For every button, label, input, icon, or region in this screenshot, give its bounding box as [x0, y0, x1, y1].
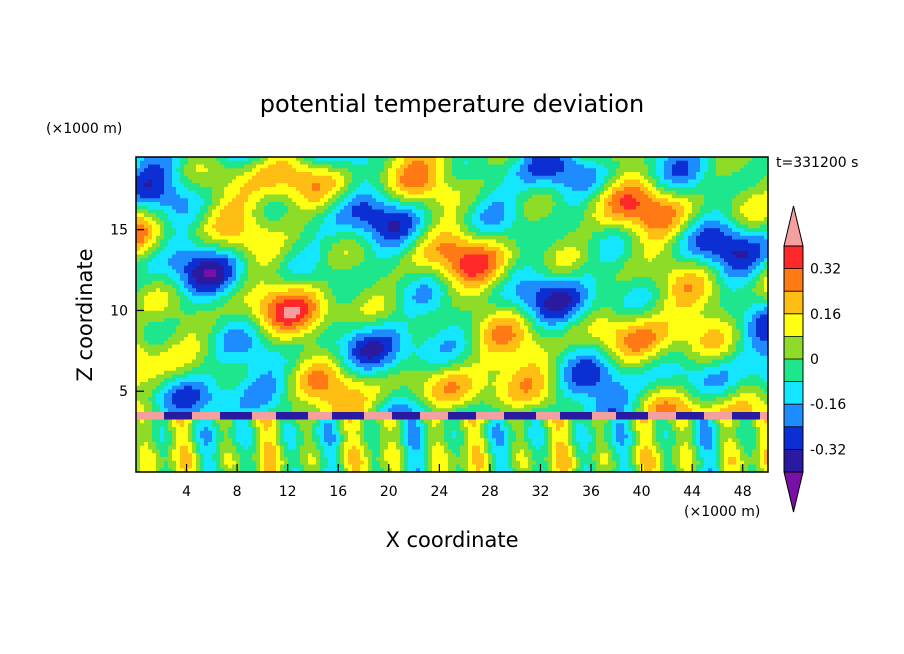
y-axis: 5 10 15	[110, 223, 144, 400]
y-tick-label: 10	[110, 303, 128, 319]
colorbar-extend-high	[783, 205, 804, 247]
x-tick-label: 32	[532, 484, 550, 500]
plot-frame	[135, 156, 769, 473]
x-axis: 4 8 12 16 20 24 28 32 36 40 44 48	[182, 464, 752, 500]
contour-field	[136, 157, 768, 472]
colorbar: 0.32 0.16 0 -0.16 -0.32	[783, 205, 846, 513]
colorbar-band	[784, 381, 803, 405]
x-tick-label: 28	[481, 484, 499, 500]
x-tick-label: 36	[582, 484, 600, 500]
colorbar-band	[784, 246, 803, 269]
y-unit-label: (×1000 m)	[46, 121, 122, 137]
colorbar-band	[784, 336, 803, 359]
x-tick-label: 44	[683, 484, 701, 500]
y-tick-label: 15	[110, 223, 128, 239]
x-tick-label: 16	[329, 484, 347, 500]
y-tick-label: 5	[119, 384, 128, 400]
colorbar-band	[784, 291, 803, 314]
x-tick-label: 12	[279, 484, 297, 500]
colorbar-band	[784, 426, 803, 450]
colorbar-label: 0.16	[810, 307, 841, 323]
colorbar-extend-low	[783, 471, 804, 513]
x-axis-label: X coordinate	[385, 528, 518, 552]
x-tick-label: 8	[233, 484, 242, 500]
colorbar-label: 0.32	[810, 262, 841, 278]
colorbar-band	[784, 268, 803, 292]
colorbar-label: -0.16	[810, 397, 846, 413]
colorbar-band	[784, 313, 803, 337]
y-axis-label: Z coordinate	[73, 248, 97, 381]
x-tick-label: 40	[633, 484, 651, 500]
chart-title: potential temperature deviation	[260, 90, 644, 118]
colorbar-band	[784, 404, 803, 427]
time-label: t=331200 s	[776, 155, 858, 171]
x-tick-label: 48	[734, 484, 752, 500]
x-tick-label: 20	[380, 484, 398, 500]
colorbar-label: -0.32	[810, 442, 846, 458]
x-tick-label: 4	[182, 484, 191, 500]
colorbar-label: 0	[810, 352, 819, 368]
colorbar-band	[784, 359, 803, 382]
x-unit-label: (×1000 m)	[684, 504, 760, 520]
x-tick-label: 24	[430, 484, 448, 500]
colorbar-band	[784, 449, 803, 472]
